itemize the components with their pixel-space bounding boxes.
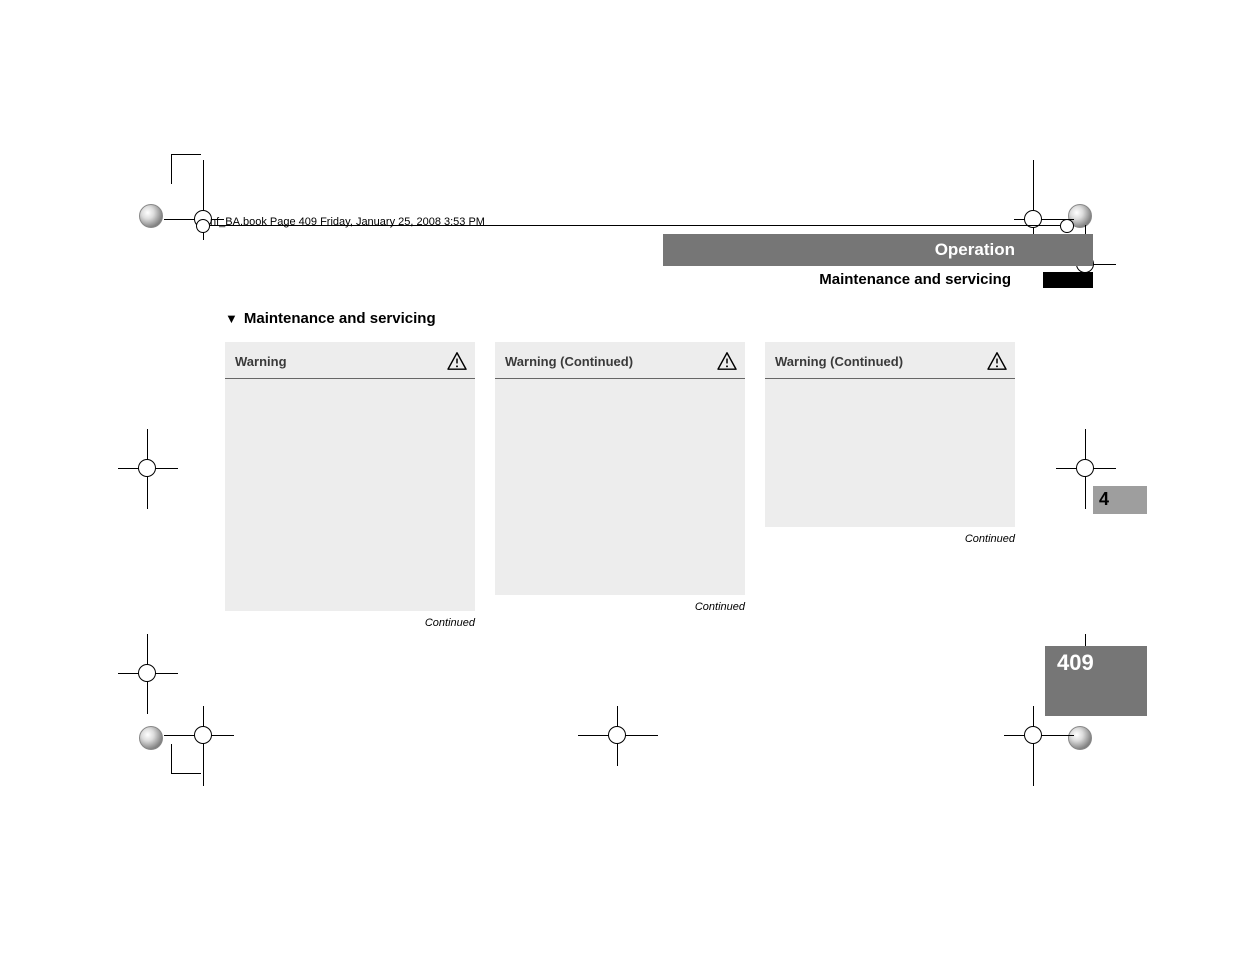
- edge-indicator: [1043, 272, 1093, 288]
- warning-box: Warning (Continued): [765, 342, 1015, 527]
- warning-body: [225, 379, 475, 611]
- page-area: Operation Maintenance and servicing 4 40…: [173, 156, 1093, 772]
- continued-label: Continued: [225, 611, 475, 629]
- column-3: Warning (Continued) Continued: [765, 342, 1015, 545]
- chapter-number-tab: 4: [1093, 486, 1147, 514]
- warning-title: Warning (Continued): [775, 354, 903, 369]
- warning-body: [765, 379, 1015, 527]
- chapter-tab: Operation: [663, 234, 1093, 266]
- page-number: 409: [1057, 650, 1094, 676]
- chapter-number: 4: [1099, 489, 1109, 510]
- warning-box: Warning: [225, 342, 475, 611]
- column-2: Warning (Continued) Continued: [495, 342, 745, 613]
- warning-icon: [447, 352, 467, 370]
- registration-ball-bl: [139, 726, 163, 750]
- warning-box: Warning (Continued): [495, 342, 745, 595]
- warning-header: Warning: [225, 342, 475, 379]
- warning-header: Warning (Continued): [495, 342, 745, 379]
- registration-ball-tl: [139, 204, 163, 228]
- column-1: Warning Continued: [225, 342, 475, 629]
- warning-icon: [987, 352, 1007, 370]
- continued-label: Continued: [495, 595, 745, 613]
- crop-mark: [171, 154, 201, 184]
- continued-label: Continued: [765, 527, 1015, 545]
- warning-body: [495, 379, 745, 595]
- chapter-tab-label: Operation: [935, 240, 1015, 260]
- warning-title: Warning: [235, 354, 287, 369]
- warning-icon: [717, 352, 737, 370]
- warning-title: Warning (Continued): [505, 354, 633, 369]
- section-title: Maintenance and servicing: [225, 310, 436, 327]
- warning-header: Warning (Continued): [765, 342, 1015, 379]
- crop-mark: [171, 744, 201, 774]
- page-number-box: 409: [1045, 646, 1147, 716]
